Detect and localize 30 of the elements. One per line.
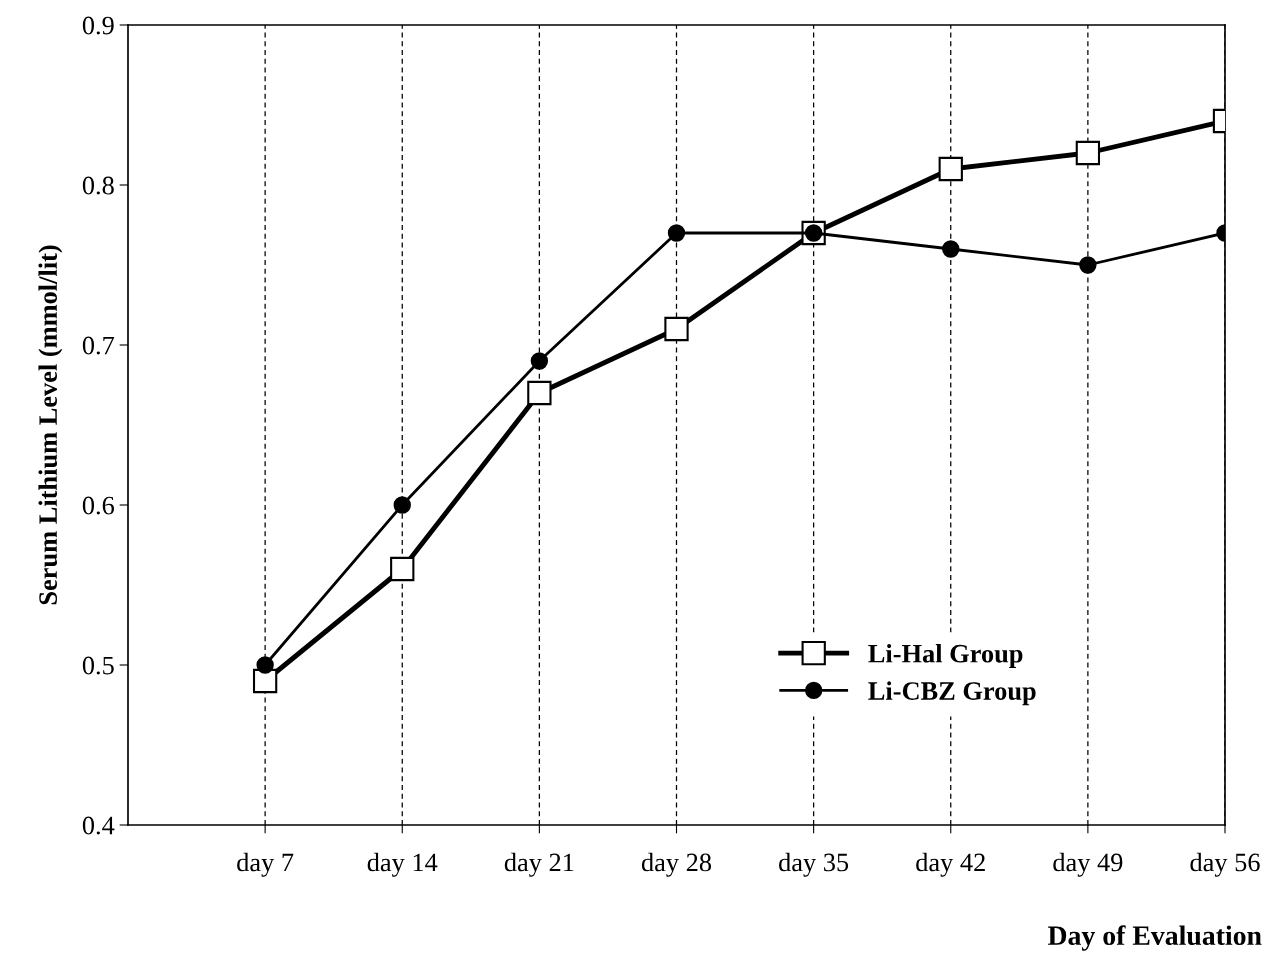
x-tick-label: day 21 bbox=[504, 852, 574, 877]
x-tick-label: day 56 bbox=[1190, 852, 1260, 877]
legend-label: Li-CBZ Group bbox=[868, 681, 1036, 706]
point bbox=[393, 496, 411, 514]
point bbox=[942, 240, 960, 258]
point bbox=[664, 316, 689, 342]
y-tick-label: 0.9 bbox=[82, 16, 114, 35]
point bbox=[390, 556, 415, 582]
point bbox=[1079, 256, 1097, 274]
x-axis-title: Day of Evaluation bbox=[1047, 925, 1262, 951]
y-tick-label: 0.5 bbox=[82, 656, 114, 675]
y-axis-title: Serum Lithium Level (mmol/lit) bbox=[38, 245, 63, 605]
y-tick-label: 0.7 bbox=[82, 336, 115, 355]
x-tick-label: day 42 bbox=[916, 852, 985, 877]
point bbox=[256, 656, 274, 674]
legend-label: Li-Hal Group bbox=[868, 644, 1023, 668]
point bbox=[530, 352, 549, 370]
point bbox=[938, 156, 963, 182]
x-tick-label: day 14 bbox=[367, 852, 438, 877]
point bbox=[1075, 140, 1101, 166]
x-tick-label: day 49 bbox=[1053, 852, 1123, 877]
x-tick-label: day 35 bbox=[779, 852, 849, 877]
y-tick-label: 0.6 bbox=[82, 496, 115, 515]
point bbox=[252, 668, 278, 694]
point bbox=[667, 224, 686, 242]
x-tick-label: day 7 bbox=[237, 852, 294, 877]
point bbox=[527, 380, 552, 406]
y-tick-label: 0.8 bbox=[82, 176, 114, 195]
y-tick-label: 0.4 bbox=[82, 816, 115, 835]
x-tick-label: day 28 bbox=[641, 852, 712, 877]
